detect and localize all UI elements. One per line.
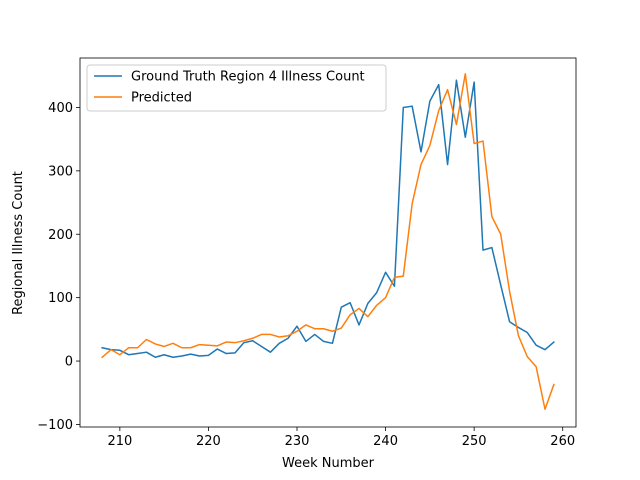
x-axis-label: Week Number [282,456,375,471]
legend-label-2: Predicted [131,91,192,106]
y-axis: −100 0 100 200 300 400 [37,101,80,433]
y-tick-label: 100 [48,291,73,306]
x-tick-label: 240 [373,434,398,449]
series-layer [101,73,555,410]
y-tick-label: 0 [65,355,73,370]
legend: Ground Truth Region 4 Illness Count Predi… [86,64,387,112]
y-axis-label: Regional Illness Count [11,171,26,315]
y-tick-label: 200 [48,228,73,243]
x-tick-label: 260 [550,434,575,449]
plot-frame [79,57,577,428]
x-axis: 210 220 230 240 250 260 [79,57,577,449]
legend-box [86,64,387,112]
y-tick-label: 300 [48,164,73,179]
x-tick-label: 220 [196,434,221,449]
x-tick-label: 250 [462,434,487,449]
y-tick-label: −100 [37,418,73,433]
series-line-2 [101,73,555,410]
x-tick-label: 230 [285,434,310,449]
series-line-1 [101,79,555,359]
x-tick-label: 210 [107,434,132,449]
y-tick-label: 400 [48,101,73,116]
legend-label-1: Ground Truth Region 4 Illness Count [131,70,365,85]
